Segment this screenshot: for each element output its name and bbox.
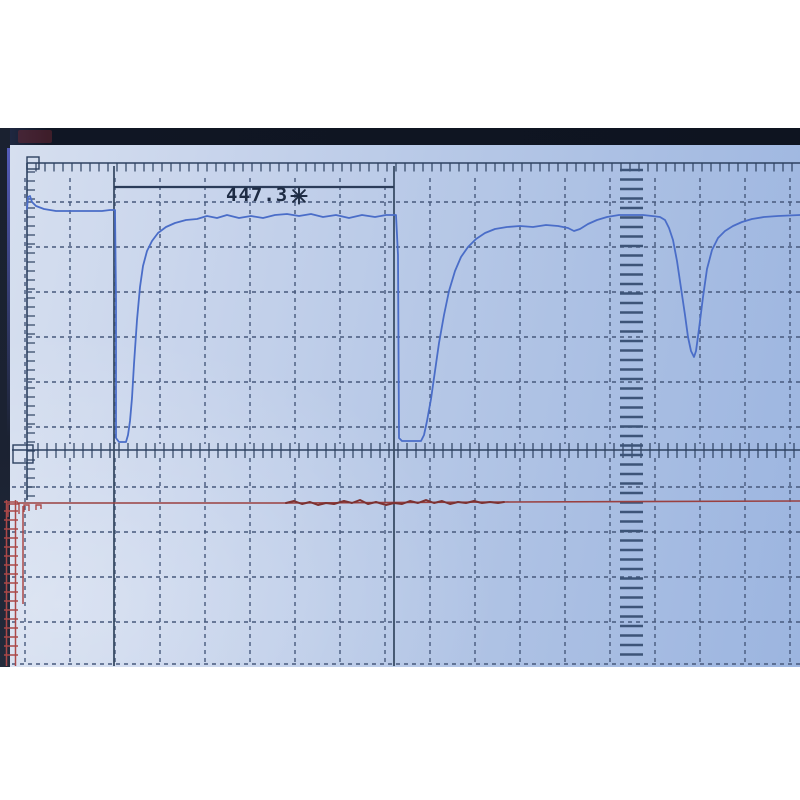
measurement-value: 447.3	[226, 184, 289, 206]
distance-measurement-label: 447.3	[226, 186, 308, 205]
bezel-highlight-stripe	[7, 148, 10, 438]
meter-unit-glyph	[290, 186, 308, 205]
screen-bezel-top	[0, 128, 800, 145]
screen-bezel-left	[0, 128, 10, 667]
bezel-reflection-tint	[18, 130, 52, 143]
instrument-screen-background	[10, 145, 800, 667]
